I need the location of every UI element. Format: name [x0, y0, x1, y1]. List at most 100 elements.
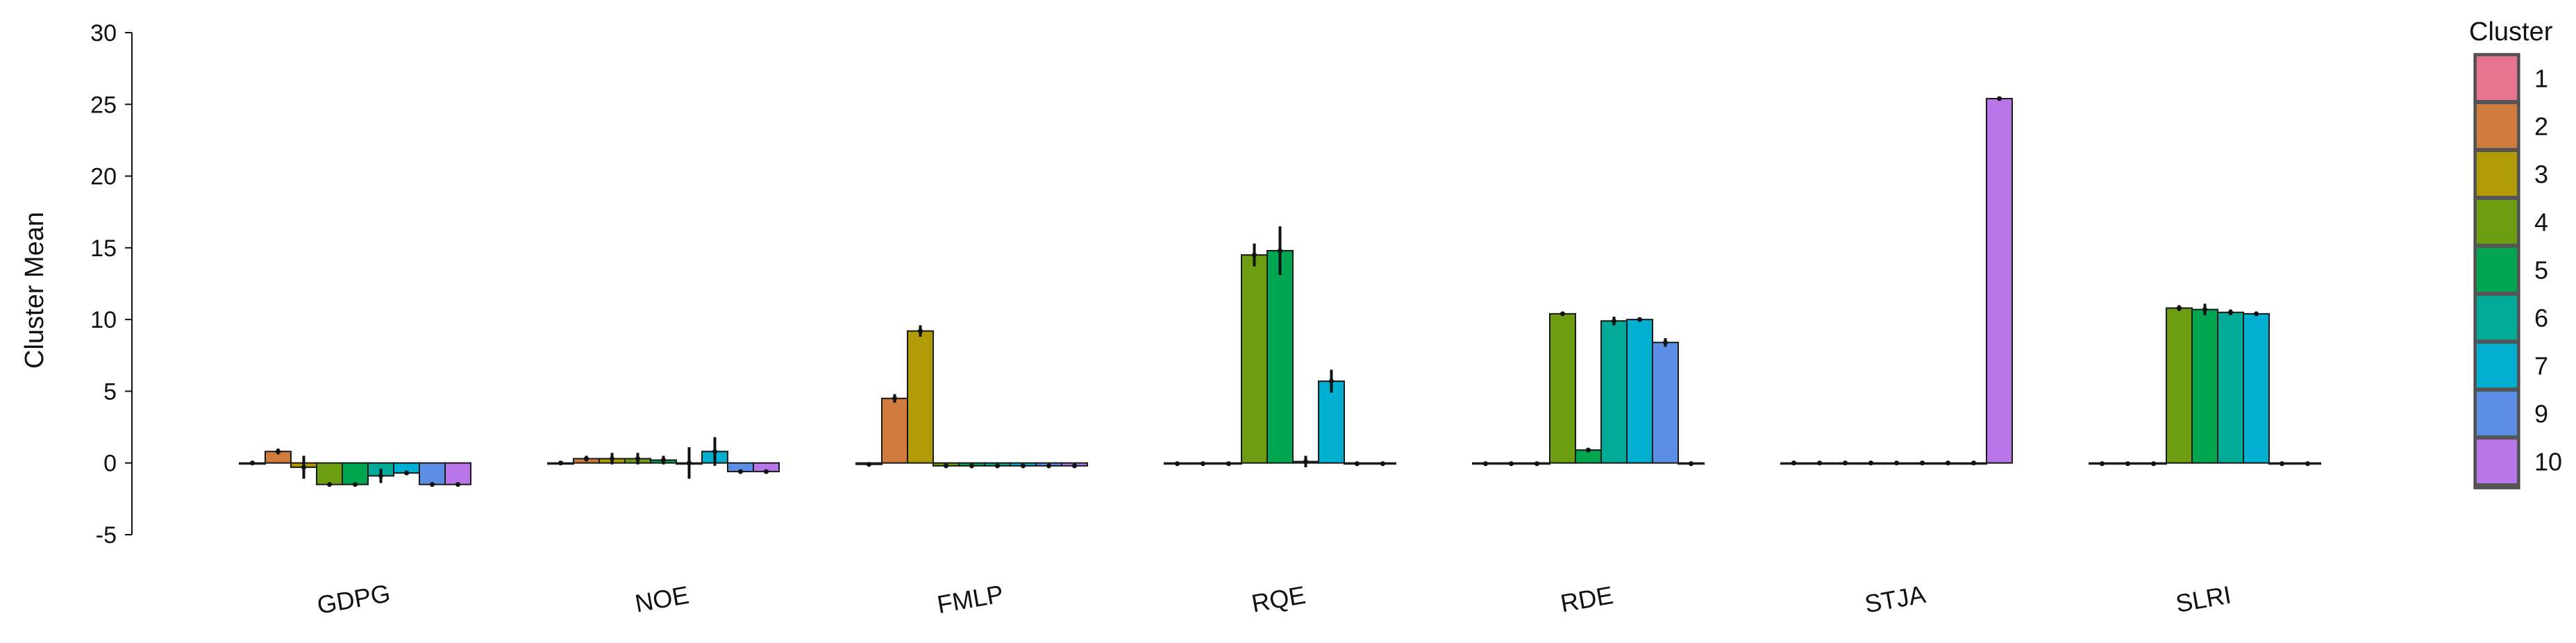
mean-point-SLRI-cluster-2 — [2125, 461, 2130, 467]
y-tick-label-2: 5 — [103, 378, 117, 405]
mean-point-SLRI-cluster-7 — [2254, 311, 2259, 317]
bar-GDPG-cluster-9 — [419, 462, 446, 485]
mean-point-NOE-cluster-1 — [558, 460, 563, 466]
mean-point-RQE-cluster-10 — [1380, 461, 1385, 467]
y-tick-label-7: 30 — [90, 20, 117, 47]
mean-point-FMLP-cluster-10 — [1072, 463, 1077, 469]
mean-point-SLRI-cluster-3 — [2151, 461, 2156, 467]
mean-point-RQE-cluster-7 — [1329, 378, 1334, 384]
mean-point-RQE-cluster-2 — [1201, 461, 1205, 467]
mean-point-RDE-cluster-2 — [1509, 461, 1514, 467]
legend-swatch-cluster-6 — [2475, 294, 2518, 341]
mean-point-NOE-cluster-4 — [635, 456, 640, 462]
bar-FMLP-cluster-3 — [907, 330, 934, 464]
mean-point-STJA-cluster-3 — [1843, 460, 1848, 466]
mean-point-GDPG-cluster-7 — [404, 470, 409, 476]
bars-layer — [239, 96, 2321, 487]
mean-point-GDPG-cluster-9 — [430, 482, 435, 487]
mean-point-STJA-cluster-4 — [1868, 460, 1873, 466]
mean-point-NOE-cluster-9 — [738, 469, 743, 474]
bar-RQE-cluster-5 — [1266, 249, 1294, 464]
y-tick-label-0: -5 — [96, 522, 117, 549]
y-tick-label-4: 15 — [90, 235, 117, 262]
mean-point-STJA-cluster-7 — [1946, 460, 1950, 466]
mean-point-FMLP-cluster-4 — [944, 463, 948, 469]
bar-RDE-cluster-7 — [1626, 319, 1653, 464]
bar-SLRI-cluster-6 — [2217, 311, 2244, 464]
mean-point-SLRI-cluster-5 — [2202, 307, 2207, 312]
mean-point-NOE-cluster-2 — [584, 456, 589, 462]
mean-point-RQE-cluster-4 — [1252, 252, 1257, 258]
legend-swatch-cluster-3 — [2475, 151, 2518, 197]
category-label-NOE: NOE — [633, 581, 691, 618]
mean-point-STJA-cluster-10 — [1997, 96, 2002, 101]
legend-label-cluster-4: 4 — [2534, 208, 2548, 237]
legend-swatch-cluster-5 — [2475, 247, 2518, 293]
mean-point-GDPG-cluster-5 — [353, 482, 358, 487]
mean-point-NOE-cluster-3 — [610, 456, 614, 462]
bar-SLRI-cluster-5 — [2191, 308, 2218, 464]
bar-SLRI-cluster-7 — [2243, 312, 2270, 464]
y-axis: -5 0 5 10 15 20 25 30 — [90, 20, 133, 549]
legend-swatch-cluster-7 — [2475, 342, 2518, 389]
legend-label-cluster-1: 1 — [2534, 65, 2548, 93]
legend-label-cluster-2: 2 — [2534, 112, 2548, 141]
legend-label-cluster-10: 10 — [2534, 448, 2562, 476]
legend-swatch-cluster-10 — [2475, 438, 2518, 485]
mean-point-STJA-cluster-1 — [1791, 460, 1796, 466]
mean-point-RDE-cluster-7 — [1637, 317, 1642, 322]
y-tick-label-1: 0 — [103, 451, 117, 477]
legend-label-cluster-5: 5 — [2534, 256, 2548, 285]
mean-point-GDPG-cluster-4 — [327, 482, 332, 487]
category-labels: GDPG NOE FMLP RQE RDE STJA SLRI — [315, 578, 2234, 619]
mean-point-NOE-cluster-10 — [764, 469, 769, 474]
bar-RQE-cluster-7 — [1318, 380, 1345, 464]
mean-point-FMLP-cluster-7 — [1021, 463, 1026, 469]
mean-point-FMLP-cluster-3 — [918, 328, 923, 334]
mean-point-RDE-cluster-4 — [1560, 311, 1565, 317]
mean-point-RDE-cluster-9 — [1663, 340, 1668, 345]
mean-point-RDE-cluster-1 — [1483, 461, 1488, 467]
mean-point-RQE-cluster-6 — [1303, 459, 1308, 465]
mean-point-STJA-cluster-2 — [1817, 460, 1822, 466]
mean-point-FMLP-cluster-2 — [892, 396, 897, 401]
bar-GDPG-cluster-4 — [316, 462, 343, 485]
mean-point-RDE-cluster-5 — [1586, 447, 1591, 453]
mean-point-FMLP-cluster-5 — [969, 463, 974, 469]
mean-point-RDE-cluster-6 — [1612, 318, 1616, 324]
bar-STJA-cluster-10 — [1986, 98, 2013, 464]
legend-swatch-cluster-9 — [2475, 390, 2518, 437]
bar-RDE-cluster-6 — [1600, 320, 1628, 464]
y-tick-label-6: 25 — [90, 92, 117, 118]
y-axis-title: Cluster Mean — [20, 212, 49, 369]
mean-point-SLRI-cluster-6 — [2228, 310, 2233, 315]
legend-label-cluster-7: 7 — [2534, 352, 2548, 381]
mean-point-SLRI-cluster-10 — [2305, 461, 2310, 467]
mean-point-STJA-cluster-5 — [1894, 460, 1899, 466]
legend-label-cluster-9: 9 — [2534, 400, 2548, 428]
category-label-RQE: RQE — [1249, 581, 1307, 618]
category-label-FMLP: FMLP — [935, 579, 1005, 619]
mean-point-RQE-cluster-5 — [1278, 248, 1282, 253]
y-tick-label-5: 20 — [90, 164, 117, 190]
mean-point-NOE-cluster-6 — [687, 460, 692, 466]
bar-FMLP-cluster-2 — [881, 397, 908, 464]
mean-point-NOE-cluster-5 — [661, 458, 666, 463]
mean-point-RQE-cluster-1 — [1175, 461, 1180, 467]
legend-swatch-cluster-1 — [2475, 55, 2518, 101]
mean-point-GDPG-cluster-3 — [301, 465, 306, 470]
mean-point-FMLP-cluster-6 — [995, 463, 1000, 469]
legend-label-cluster-6: 6 — [2534, 304, 2548, 333]
legend-swatch-cluster-2 — [2475, 103, 2518, 149]
mean-point-STJA-cluster-6 — [1920, 460, 1925, 466]
mean-point-GDPG-cluster-1 — [250, 460, 255, 466]
mean-point-GDPG-cluster-2 — [276, 449, 281, 454]
bar-RDE-cluster-4 — [1549, 312, 1576, 464]
category-label-GDPG: GDPG — [315, 578, 393, 619]
mean-point-SLRI-cluster-1 — [2100, 461, 2105, 467]
bar-RQE-cluster-4 — [1241, 254, 1268, 464]
bar-RDE-cluster-9 — [1652, 342, 1679, 464]
bar-GDPG-cluster-10 — [444, 462, 471, 485]
mean-point-STJA-cluster-9 — [1971, 460, 1976, 466]
